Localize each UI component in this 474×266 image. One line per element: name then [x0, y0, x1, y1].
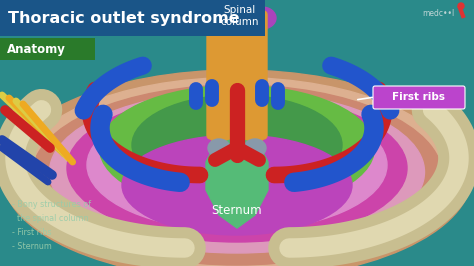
Text: - First ribs: - First ribs [12, 228, 52, 237]
Ellipse shape [208, 139, 230, 157]
FancyBboxPatch shape [0, 38, 95, 60]
Text: Anatomy: Anatomy [7, 43, 66, 56]
Ellipse shape [67, 94, 407, 242]
Ellipse shape [223, 7, 251, 29]
Ellipse shape [244, 139, 266, 157]
Text: - Sternum: - Sternum [12, 242, 52, 251]
Ellipse shape [248, 7, 276, 29]
Ellipse shape [100, 85, 374, 210]
Text: Sternum: Sternum [212, 203, 262, 217]
Ellipse shape [2, 70, 472, 266]
FancyBboxPatch shape [0, 0, 265, 36]
Ellipse shape [122, 135, 352, 235]
Ellipse shape [210, 120, 264, 150]
Ellipse shape [458, 3, 464, 9]
Text: Spinal
column: Spinal column [221, 5, 259, 27]
Text: medc••l: medc••l [422, 10, 454, 19]
Text: First ribs: First ribs [392, 93, 446, 102]
Text: Thoracic outlet syndrome: Thoracic outlet syndrome [8, 10, 240, 26]
Ellipse shape [132, 95, 342, 195]
Text: - Bony structures of: - Bony structures of [12, 200, 91, 209]
Ellipse shape [49, 91, 425, 253]
FancyBboxPatch shape [373, 86, 465, 109]
Ellipse shape [32, 85, 442, 265]
Ellipse shape [87, 99, 387, 231]
Text: the spinal column: the spinal column [12, 214, 89, 223]
Ellipse shape [17, 77, 457, 266]
Polygon shape [206, 138, 268, 228]
Ellipse shape [198, 7, 226, 29]
FancyBboxPatch shape [207, 11, 267, 139]
